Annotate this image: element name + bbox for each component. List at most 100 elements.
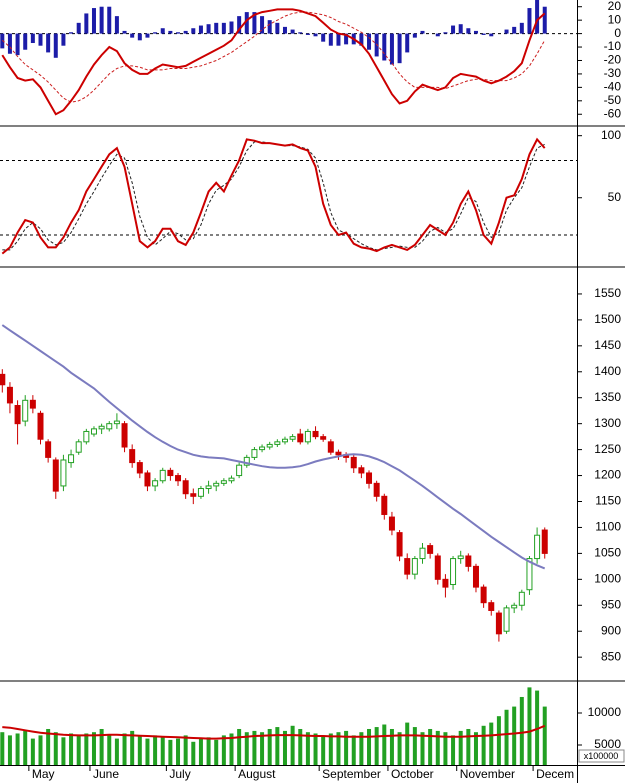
candle-body [457, 555, 464, 560]
bar [420, 732, 425, 765]
x-tick-label: June [93, 767, 119, 781]
candle-body [534, 534, 541, 560]
bar [15, 33, 20, 56]
y-tick-label: 1000 [594, 572, 621, 586]
bar [229, 21, 234, 34]
candle-body [68, 454, 75, 464]
bar [519, 696, 524, 765]
candle-body [37, 412, 44, 440]
bar [130, 33, 135, 38]
bar [504, 29, 509, 34]
candle-body [167, 469, 174, 477]
unit-box [578, 749, 625, 763]
bar [99, 728, 104, 765]
candle-body [14, 405, 21, 425]
candle-body [327, 441, 334, 453]
candle-body [465, 555, 472, 567]
bar [176, 32, 181, 34]
bar [458, 24, 463, 34]
bar [160, 737, 165, 765]
y-tick-label: 900 [601, 623, 621, 637]
candle-body [236, 464, 243, 477]
bar [389, 33, 394, 65]
candle-body [358, 467, 365, 474]
candle-body [503, 607, 510, 632]
bar [237, 16, 242, 34]
bar [382, 724, 387, 765]
bar [512, 26, 517, 34]
bar [99, 6, 104, 34]
bar [38, 735, 43, 765]
bar [7, 735, 12, 765]
bar [30, 33, 35, 44]
bar [481, 33, 486, 35]
y-tick-label: 950 [601, 597, 621, 611]
line [1, 8, 546, 116]
y-tick-label: -50 [604, 93, 622, 107]
candle-body [106, 423, 113, 430]
bar [367, 33, 372, 50]
y-tick-label: 50 [608, 190, 622, 204]
bar [61, 737, 66, 765]
candle-body [281, 438, 288, 443]
bar [428, 728, 433, 765]
candle-body [381, 495, 388, 515]
candle-body [442, 578, 449, 588]
bar [412, 33, 417, 38]
bar [145, 738, 150, 765]
candle-body [190, 493, 197, 497]
x-tick-label: October [391, 767, 434, 781]
bar [344, 33, 349, 45]
bar [542, 706, 547, 765]
bar [53, 33, 58, 58]
y-tick-label: -60 [604, 106, 622, 120]
bar [397, 732, 402, 765]
y-tick-label: 1250 [594, 442, 621, 456]
bar [313, 733, 318, 765]
candle-body [297, 433, 304, 443]
bar [542, 6, 547, 34]
bar [15, 733, 20, 765]
bar [305, 732, 310, 765]
bar [397, 33, 402, 64]
y-tick-label: 10000 [588, 705, 622, 719]
candle-body [411, 558, 418, 575]
bar [145, 33, 150, 38]
bar [527, 8, 532, 34]
candle-body [0, 373, 6, 386]
bar [367, 728, 372, 765]
bar [267, 20, 272, 34]
bar [290, 29, 295, 34]
x-tick-label: September [322, 767, 381, 781]
y-tick-label: 850 [601, 649, 621, 663]
candle-body [197, 488, 204, 497]
bar [351, 735, 356, 765]
bar [114, 738, 119, 765]
bar [137, 735, 142, 765]
bar [84, 733, 89, 765]
candle-body [419, 547, 426, 560]
bar [435, 33, 440, 37]
bar [23, 33, 28, 50]
bar [46, 33, 51, 53]
bar [535, 690, 540, 765]
bar [473, 30, 478, 34]
bar [282, 26, 287, 34]
x-tick-label: July [169, 767, 190, 781]
candle-body [434, 555, 441, 580]
y-tick-label: 1450 [594, 338, 621, 352]
bar [198, 738, 203, 765]
x-tick-label: November [460, 767, 515, 781]
bar [412, 727, 417, 765]
bar [122, 30, 127, 34]
bar [183, 735, 188, 765]
bar [153, 735, 158, 765]
bar [153, 32, 158, 34]
bar [76, 735, 81, 765]
y-tick-label: 20 [608, 0, 622, 13]
bar [46, 728, 51, 765]
candle-body [266, 443, 273, 448]
candle-body [45, 441, 52, 458]
candle-body [259, 446, 266, 451]
panel [0, 137, 577, 255]
